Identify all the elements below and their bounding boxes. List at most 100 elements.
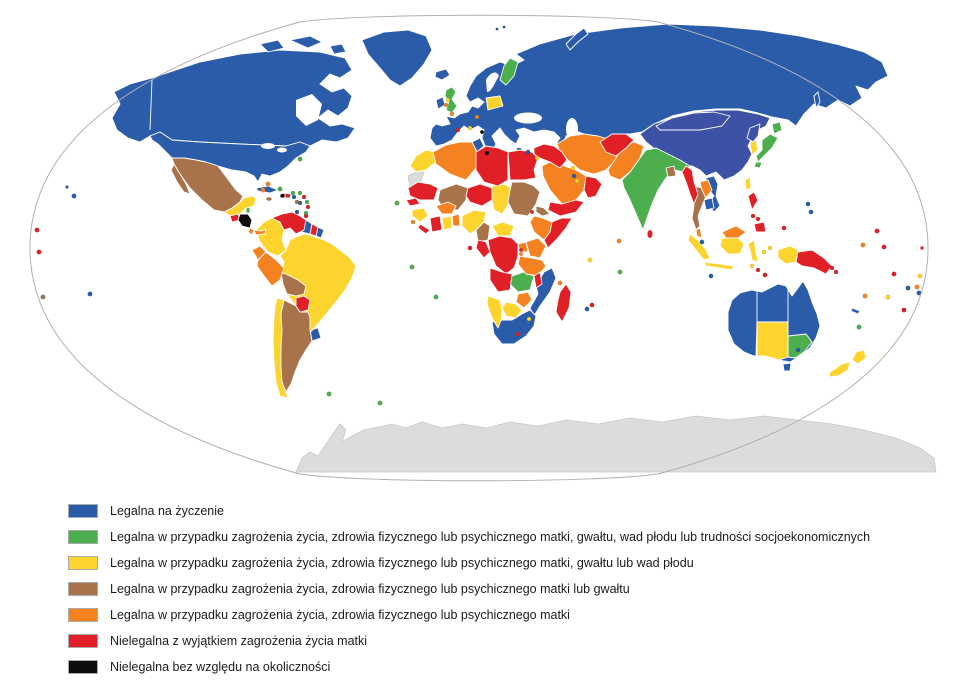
region-namibia <box>486 295 503 329</box>
regions-illegal <box>237 192 286 229</box>
region-haiti <box>279 192 286 199</box>
island-dot <box>530 209 535 214</box>
region-yemen <box>547 199 585 217</box>
island-dot <box>36 249 42 255</box>
island-dot <box>467 125 473 131</box>
region-malaysia-peninsula <box>695 227 703 239</box>
region-luzon <box>747 191 759 211</box>
region-tasmania <box>782 362 792 372</box>
island-dot <box>304 199 310 205</box>
legend-swatch-health <box>68 608 98 622</box>
legend-label: Nielegalna bez względu na okoliczności <box>110 660 331 674</box>
island-dots-life <box>34 127 924 337</box>
legend-swatch-illegal <box>68 660 98 674</box>
region-new-south-wales <box>787 333 813 359</box>
island-dot <box>445 97 451 103</box>
legend-item-rape: Legalna w przypadku zagrożenia życia, zd… <box>68 576 959 602</box>
region-dr-congo <box>487 235 519 275</box>
region-laos <box>699 179 713 199</box>
great-lake-2 <box>277 147 287 153</box>
region-peru <box>256 251 285 287</box>
island-dot <box>519 251 524 256</box>
island-dot <box>474 114 480 120</box>
region-arctic-island-3 <box>329 43 347 55</box>
island-dot <box>303 213 309 219</box>
region-japan-honshu <box>755 133 779 163</box>
regions-health <box>247 133 747 309</box>
region-tanzania <box>517 255 547 277</box>
island-dot <box>71 193 77 199</box>
regions-rape <box>170 157 707 393</box>
island-dot <box>495 27 499 31</box>
legend-item-health: Legalna w przypadku zagrożenia życia, zd… <box>68 602 959 628</box>
region-oman-uae <box>583 175 603 199</box>
regions-rape-fetal <box>223 95 867 399</box>
caspian-sea <box>566 118 578 140</box>
island-dot <box>587 257 593 263</box>
island-dot <box>301 194 307 200</box>
swatch-rect <box>68 608 98 622</box>
island-dot <box>480 129 485 134</box>
region-chad <box>491 183 513 215</box>
region-bolivia <box>280 271 307 297</box>
region-madagascar <box>555 283 572 323</box>
region-cuba <box>255 185 279 194</box>
baltic-sea <box>486 72 499 92</box>
island-dot <box>833 269 839 275</box>
island-dots-rape-fetal <box>445 97 923 322</box>
mongolia-border <box>655 111 731 131</box>
alaska-canada-border <box>149 79 153 131</box>
island-dot <box>767 245 773 251</box>
inland-seas <box>261 72 578 153</box>
island-dot <box>515 331 521 337</box>
region-myanmar <box>681 165 699 205</box>
region-kenya <box>525 237 547 259</box>
region-south-australia <box>755 321 789 361</box>
island-dot <box>917 273 923 279</box>
legend-label: Nielegalna z wyjątkiem zagrożenia życia … <box>110 634 368 648</box>
swatch-rect <box>68 530 98 544</box>
island-dot <box>326 391 332 397</box>
island-dot <box>534 155 540 161</box>
island-dot <box>394 200 400 206</box>
region-mauritania <box>407 181 439 201</box>
region-sumatra <box>687 233 711 261</box>
island-dots-rape <box>40 197 300 300</box>
legend-swatch-socioeconomic <box>68 530 98 544</box>
region-malawi <box>533 271 543 289</box>
island-dot <box>874 228 880 234</box>
island-dot <box>584 306 590 312</box>
region-senegal <box>405 197 421 207</box>
region-greenland <box>361 29 433 87</box>
region-finland <box>499 57 519 86</box>
island-dot <box>570 165 576 171</box>
island-dot <box>885 294 891 300</box>
region-south-africa <box>491 309 537 345</box>
region-sulawesi <box>747 239 759 263</box>
island-dot <box>617 269 623 275</box>
legend-item-life: Nielegalna z wyjątkiem zagrożenia życia … <box>68 628 959 654</box>
region-sri-lanka <box>646 229 654 239</box>
legend-swatch-rape <box>68 582 98 596</box>
island-dot <box>294 199 300 205</box>
legend-label: Legalna w przypadku zagrożenia życia, zd… <box>110 608 570 622</box>
region-eritrea <box>535 205 551 217</box>
island-dots-on-request <box>65 25 922 353</box>
island-dot <box>433 294 439 300</box>
legend-label: Legalna w przypadku zagrożenia życia, zd… <box>110 582 630 596</box>
island-dot <box>449 111 455 117</box>
island-dot <box>297 190 303 196</box>
region-sakhalin <box>813 91 821 109</box>
island-dot <box>781 225 787 231</box>
region-guinea <box>411 207 429 223</box>
region-sudan <box>507 181 541 217</box>
island-dot <box>862 293 868 299</box>
region-egypt <box>507 149 539 181</box>
region-dominican-republic <box>284 192 292 199</box>
region-gabon-congo <box>475 239 491 259</box>
island-dot <box>294 209 300 215</box>
region-argentina <box>280 299 313 393</box>
island-dot <box>750 213 756 219</box>
region-mexico <box>171 157 244 213</box>
island-dot <box>484 150 490 156</box>
